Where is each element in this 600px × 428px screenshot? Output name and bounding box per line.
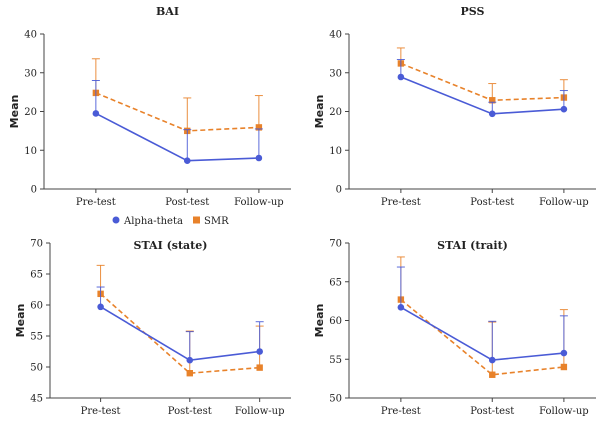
y-axis-label: Mean [313,304,326,338]
y-axis-label: Mean [14,304,27,338]
y-tick-label: 55 [329,355,342,366]
x-tick-label: Post-test [168,406,212,417]
chart-title: BAI [156,5,179,18]
y-tick-label: 50 [30,363,43,374]
alpha-theta-point [560,349,568,357]
y-tick-label: 50 [329,394,342,405]
x-tick-label: Follow-up [539,197,589,208]
y-tick-label: 65 [30,270,43,281]
y-tick-label: 65 [329,277,342,288]
x-tick-label: Post-test [470,197,514,208]
alpha-theta-series-line [400,76,564,115]
legend-alpha-marker [112,216,120,224]
chart-title: STAI (trait) [437,239,508,252]
x-tick-label: Post-test [165,197,209,208]
alpha-theta-point [256,348,263,355]
y-tick-label: 30 [329,68,342,79]
y-tick-label: 70 [30,239,43,250]
y-tick-label: 40 [24,30,37,41]
y-tick-label: 0 [336,185,342,196]
x-tick-label: Pre-test [81,406,121,417]
y-tick-label: 55 [30,332,43,343]
y-axis-label: Mean [8,95,21,129]
smr-point [256,364,263,371]
smr-point [186,370,193,377]
y-axis-label: Mean [313,95,326,129]
smr-point [255,124,263,131]
y-tick-label: 30 [24,68,37,79]
y-tick-label: 70 [329,239,342,250]
chart-panel-1: BAI Mean 0 10 20 30 40 Pre-test Post-test Follow-… [8,5,291,208]
alpha-theta-point [397,304,405,311]
legend: Alpha-theta SMR [112,216,229,227]
chart-panel-3: STAI (state) Mean 45 50 55 60 65 70 Pre-test Post… [14,239,291,417]
smr-point [560,363,568,371]
smr-point [489,97,496,104]
alpha-theta-point [186,356,194,364]
smr-series-line [95,92,259,132]
y-tick-label: 45 [30,394,43,405]
alpha-theta-point [488,110,496,118]
chart-panel-4: STAI (trait) Mean 50 55 60 65 70 Pre-test Post-t… [313,239,596,417]
y-tick-label: 20 [24,107,37,118]
x-tick-label: Pre-test [381,197,421,208]
alpha-theta-series-line [400,306,564,361]
smr-series-line [400,298,564,376]
alpha-theta-point [397,73,405,81]
chart-title: STAI (state) [134,239,208,252]
legend-alpha-label: Alpha-theta [123,216,183,227]
smr-series-line [100,293,260,375]
smr-point [489,371,496,378]
legend-smr-marker [193,216,200,224]
alpha-theta-point [560,105,568,113]
x-tick-label: Pre-test [76,197,116,208]
x-tick-label: Pre-test [381,406,421,417]
y-tick-label: 60 [329,316,342,327]
chart-panel-2: PSS Mean 0 10 20 30 40 Pre-test Post-test Follow-… [313,5,596,208]
smr-series-line [400,62,564,102]
y-tick-label: 0 [31,185,37,196]
alpha-theta-point [255,154,263,162]
legend-smr-label: SMR [204,216,229,227]
y-tick-label: 10 [329,146,342,157]
alpha-theta-point [92,110,100,117]
x-tick-label: Post-test [470,406,514,417]
alpha-theta-point [183,157,191,165]
y-tick-label: 10 [24,146,37,157]
y-tick-label: 20 [329,107,342,118]
alpha-theta-point [488,356,496,364]
x-tick-label: Follow-up [234,197,284,208]
alpha-theta-point [97,303,104,311]
y-tick-label: 60 [30,301,43,312]
alpha-theta-series-line [100,306,260,362]
y-tick-label: 40 [329,30,342,41]
chart-title: PSS [461,5,485,18]
x-tick-label: Follow-up [235,406,285,417]
alpha-theta-series-line [95,112,259,162]
x-tick-label: Follow-up [539,406,589,417]
